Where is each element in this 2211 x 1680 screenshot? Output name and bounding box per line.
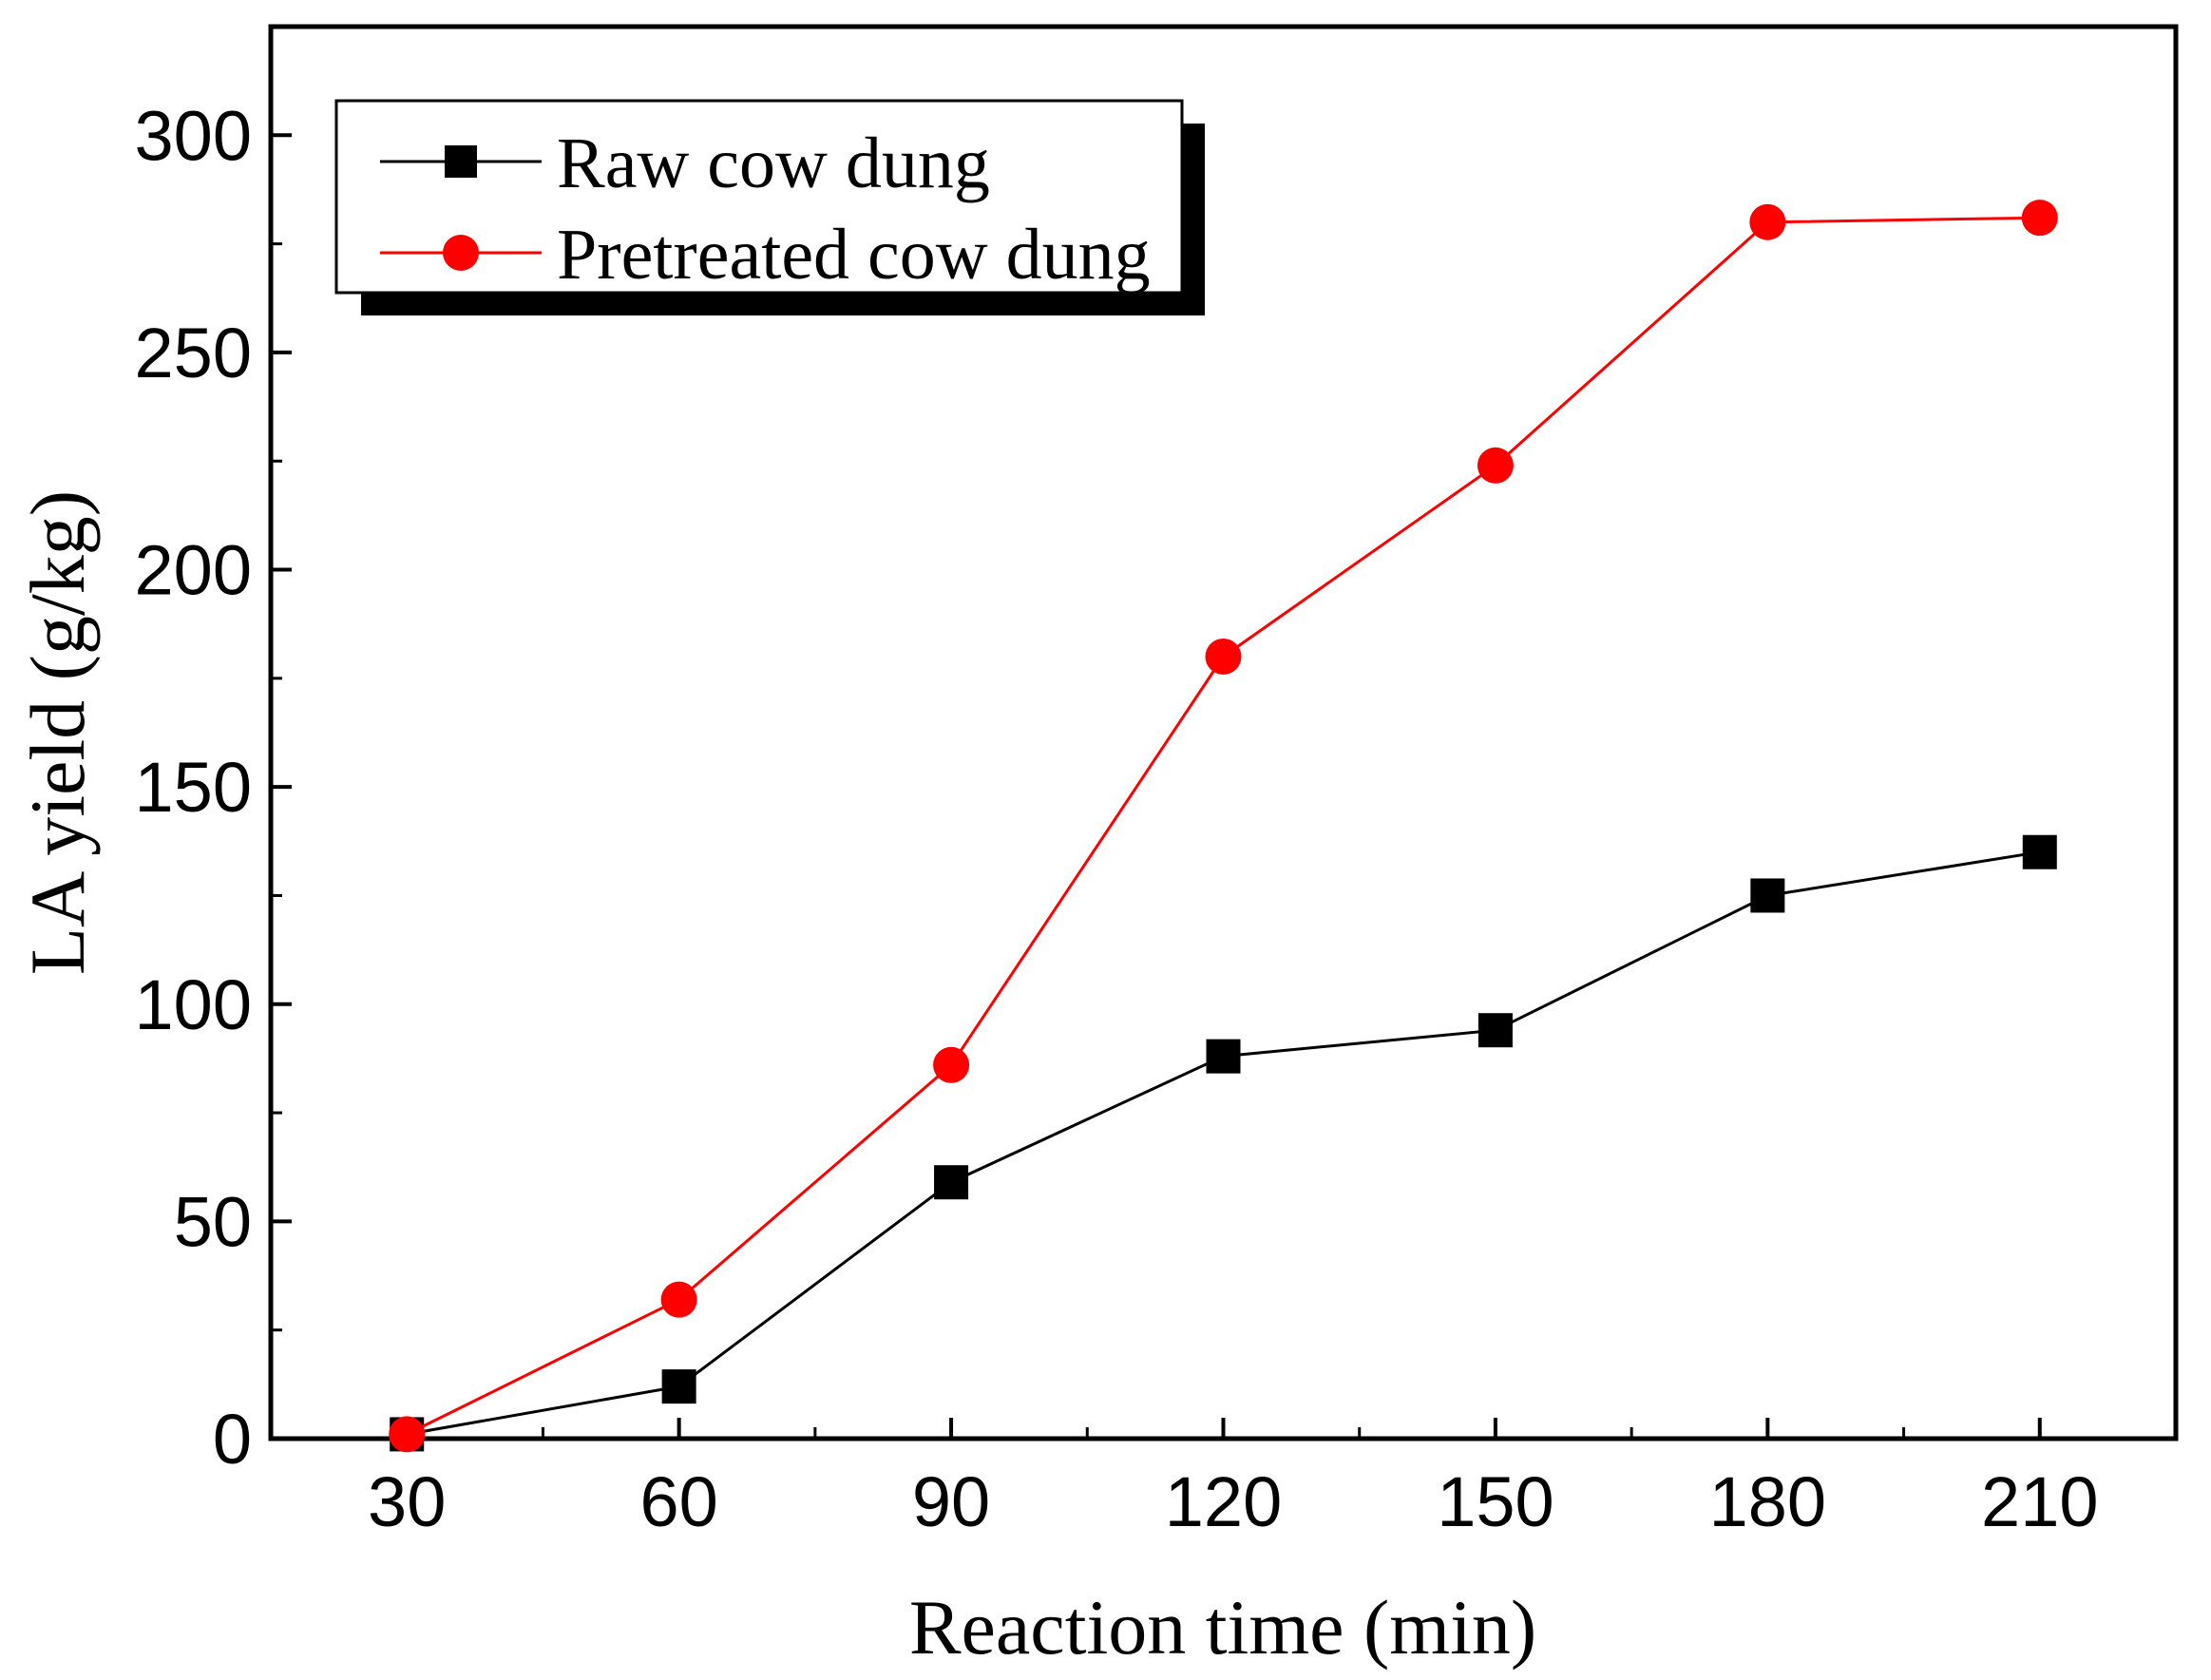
data-point-pretreated-cow-dung <box>660 1281 697 1318</box>
x-tick-label: 210 <box>1981 1462 2098 1541</box>
legend-marker-square <box>445 145 477 178</box>
data-point-pretreated-cow-dung <box>2021 200 2058 237</box>
data-point-raw-cow-dung <box>661 1369 696 1404</box>
data-point-raw-cow-dung <box>1750 878 1785 913</box>
data-point-raw-cow-dung <box>1477 1013 1513 1048</box>
y-tick-label: 300 <box>135 96 252 175</box>
x-axis-ticks: 30 60 90 120 150 180 210 <box>368 1418 2099 1541</box>
legend-label-raw: Raw cow dung <box>557 124 990 203</box>
series-line-pretreated-cow-dung <box>406 216 2040 1436</box>
y-tick-label: 150 <box>135 748 252 827</box>
legend-marker-circle <box>443 235 479 271</box>
series-layer <box>389 200 2058 1453</box>
series-line-raw-cow-dung <box>406 850 2041 1436</box>
x-tick-label: 150 <box>1437 1462 1553 1541</box>
x-tick-label: 180 <box>1709 1462 1826 1541</box>
y-tick-label: 50 <box>174 1182 252 1261</box>
x-axis-title: Reaction time (min) <box>909 1584 1536 1670</box>
x-tick-label: 30 <box>368 1462 446 1541</box>
data-point-pretreated-cow-dung <box>933 1046 970 1083</box>
y-axis-title: LA yield (g/kg) <box>14 490 101 975</box>
legend: Raw cow dung Pretreated cow dung <box>334 99 1205 315</box>
legend-box <box>334 99 1184 295</box>
data-point-pretreated-cow-dung <box>389 1416 426 1453</box>
x-tick-label: 60 <box>639 1462 717 1541</box>
y-tick-label: 200 <box>135 531 252 610</box>
data-point-raw-cow-dung <box>2022 834 2057 869</box>
y-axis-ticks: 0 50 100 150 200 250 300 <box>135 96 292 1479</box>
y-tick-label: 0 <box>213 1400 252 1479</box>
data-point-pretreated-cow-dung <box>1477 447 1514 484</box>
x-tick-label: 120 <box>1165 1462 1282 1541</box>
data-point-raw-cow-dung <box>934 1165 969 1200</box>
data-point-raw-cow-dung <box>1206 1039 1241 1074</box>
legend-label-pretreated: Pretreated cow dung <box>557 215 1151 295</box>
data-point-pretreated-cow-dung <box>1205 638 1242 675</box>
x-tick-label: 90 <box>912 1462 990 1541</box>
data-point-pretreated-cow-dung <box>1749 203 1786 240</box>
y-tick-label: 100 <box>135 965 252 1044</box>
y-tick-label: 250 <box>135 314 252 392</box>
